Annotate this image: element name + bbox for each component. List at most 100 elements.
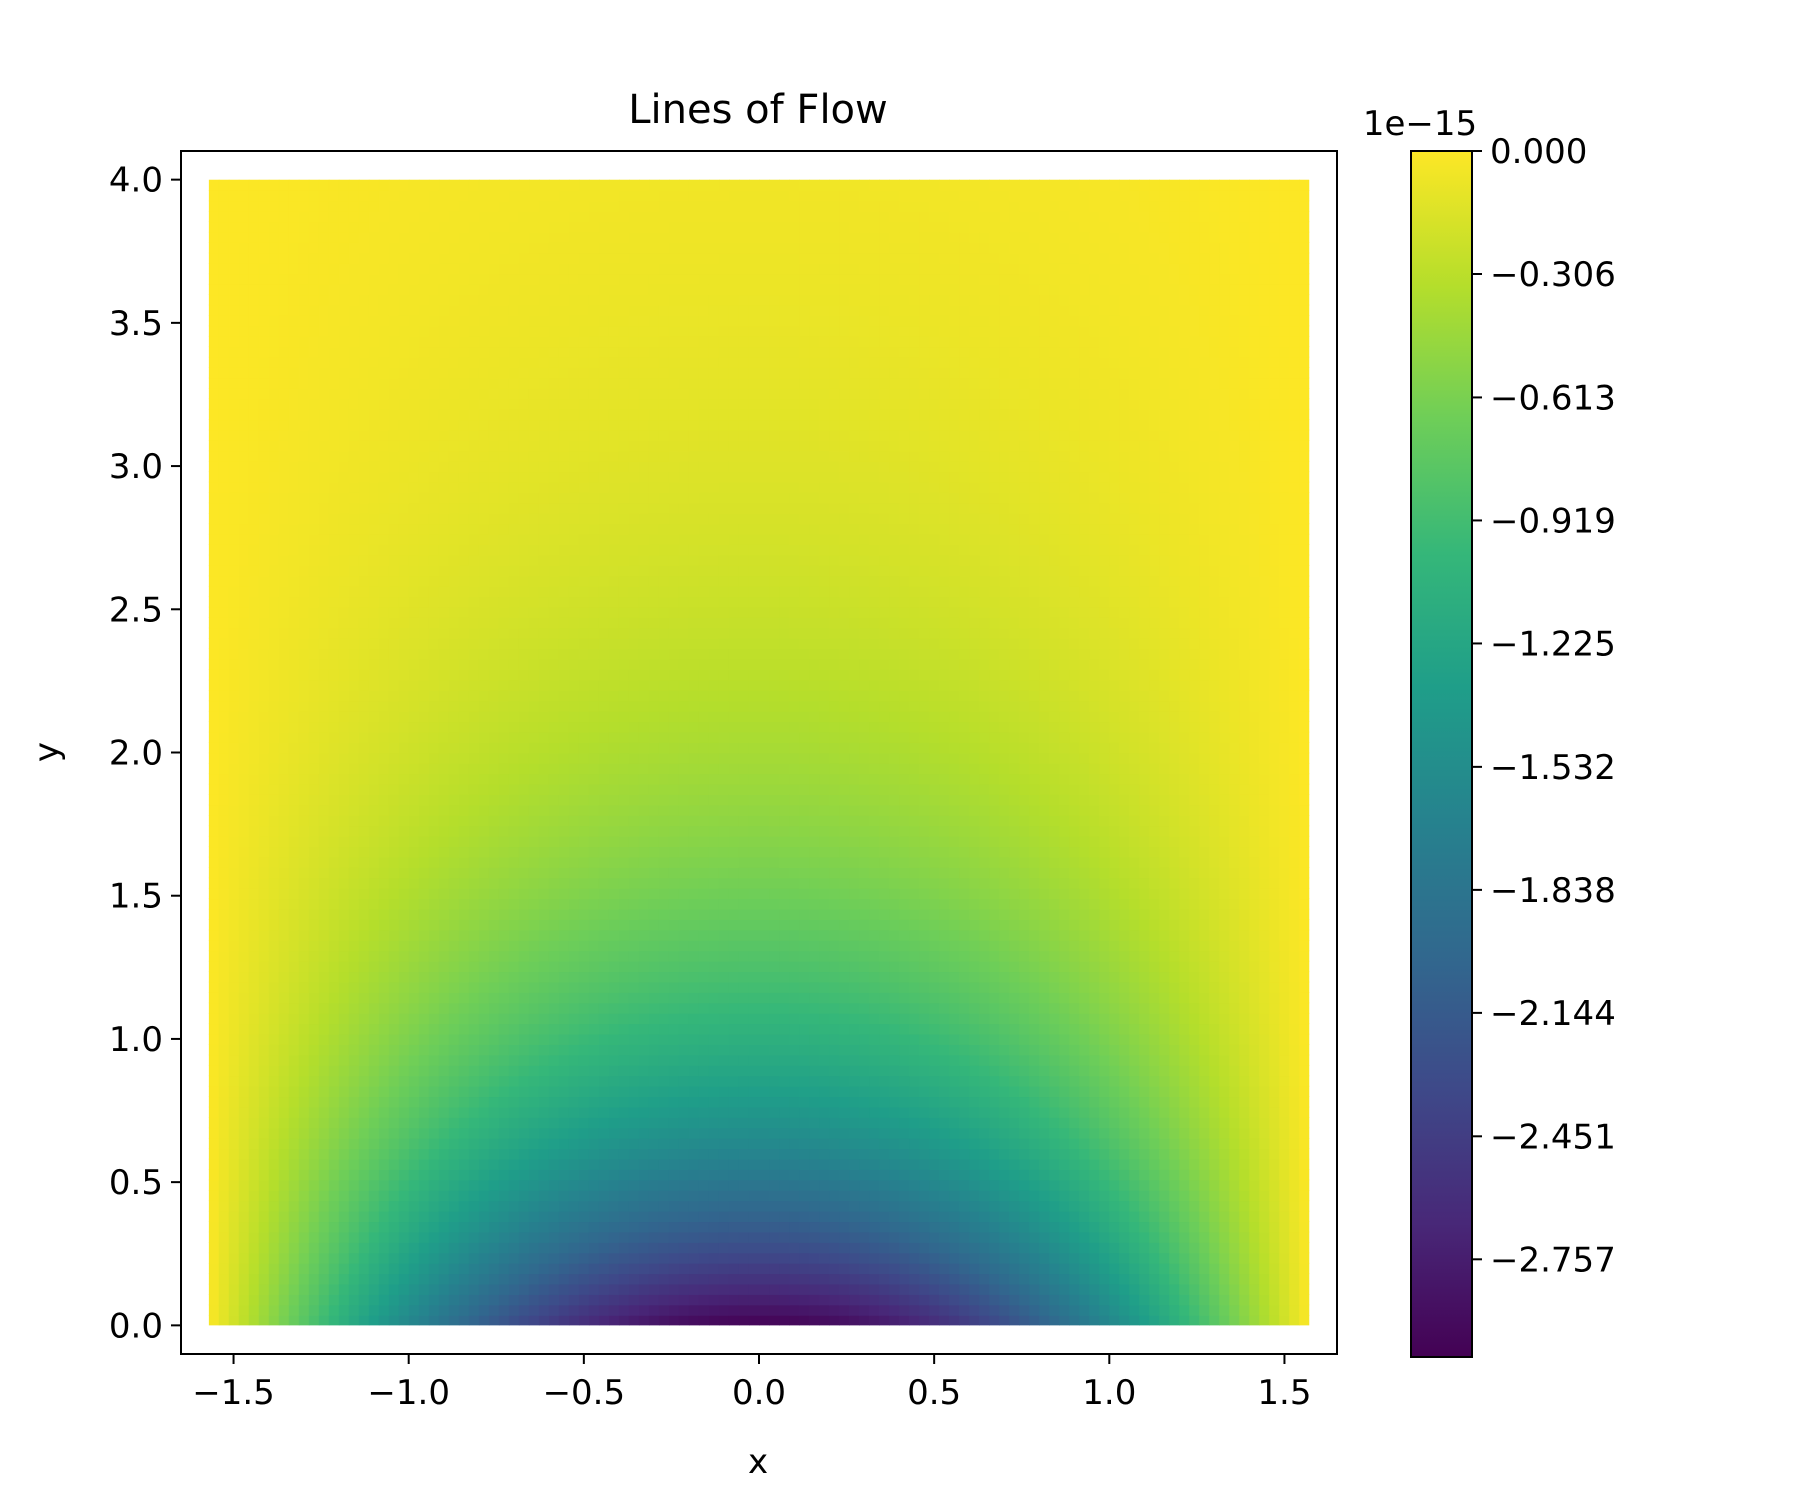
heatmap-cell (708, 1200, 720, 1212)
heatmap-cell (859, 1200, 870, 1212)
heatmap-cell (688, 1200, 700, 1212)
heatmap-cell (1149, 1169, 1160, 1181)
heatmap-cell (1029, 1117, 1040, 1129)
heatmap-cell (668, 1064, 680, 1077)
heatmap-cell (1119, 960, 1130, 973)
heatmap-cell (859, 992, 870, 1004)
heatmap-cell (398, 1262, 410, 1275)
heatmap-cell (1229, 1148, 1241, 1160)
heatmap-cell (218, 939, 230, 952)
heatmap-cell (478, 1242, 490, 1254)
heatmap-cell (1249, 1200, 1261, 1212)
heatmap-cell (598, 1221, 610, 1233)
heatmap-cell (448, 929, 460, 941)
heatmap-cell (1019, 1054, 1030, 1066)
heatmap-cell (1259, 1012, 1271, 1025)
heatmap-cell (1089, 981, 1100, 993)
heatmap-cell (1089, 1075, 1100, 1087)
heatmap-cell (688, 1314, 700, 1326)
heatmap-cell (919, 1054, 930, 1066)
heatmap-cell (498, 898, 510, 910)
heatmap-cell (929, 1242, 940, 1254)
heatmap-cell (618, 1314, 630, 1326)
heatmap-cell (909, 908, 920, 920)
heatmap-cell (979, 1314, 990, 1326)
heatmap-cell (268, 1252, 280, 1264)
heatmap-cell (688, 929, 700, 941)
heatmap-cell (418, 1200, 430, 1212)
heatmap-cell (889, 1064, 900, 1077)
heatmap-cell (338, 1294, 350, 1306)
heatmap-cell (348, 1002, 360, 1014)
heatmap-cell (989, 1304, 1000, 1316)
heatmap-cell (1149, 929, 1160, 941)
heatmap-cell (248, 867, 260, 879)
heatmap-cell (458, 1283, 470, 1295)
heatmap-cell (358, 1314, 370, 1326)
heatmap-cell (228, 971, 240, 983)
heatmap-cell (1029, 1231, 1040, 1243)
heatmap-cell (518, 1283, 530, 1295)
heatmap-cell (789, 1127, 800, 1139)
heatmap-cell (338, 1075, 350, 1087)
heatmap-cell (328, 1179, 340, 1191)
heatmap-cell (648, 929, 660, 941)
heatmap-cell (1049, 1273, 1060, 1285)
heatmap-cell (1229, 1033, 1241, 1045)
heatmap-cell (718, 1242, 730, 1254)
heatmap-cell (1199, 1002, 1211, 1014)
heatmap-cell (1139, 1189, 1150, 1202)
heatmap-cell (388, 1210, 400, 1223)
heatmap-cell (899, 1179, 910, 1191)
heatmap-cell (1079, 1273, 1090, 1285)
heatmap-cell (1189, 1314, 1201, 1326)
heatmap-cell (1159, 1179, 1170, 1191)
heatmap-cell (799, 1148, 810, 1160)
heatmap-cell (959, 1117, 970, 1129)
heatmap-cell (1019, 1012, 1030, 1025)
heatmap-cell (799, 1210, 810, 1223)
heatmap-cell (1209, 1106, 1221, 1118)
heatmap-cell (638, 981, 650, 993)
heatmap-cell (538, 877, 550, 889)
heatmap-cell (979, 908, 990, 920)
heatmap-cell (969, 1189, 980, 1202)
heatmap-cell (458, 919, 470, 931)
heatmap-cell (448, 1179, 460, 1191)
heatmap-cell (789, 908, 800, 920)
heatmap-cell (708, 1283, 720, 1295)
heatmap-cell (498, 1169, 510, 1181)
heatmap-cell (568, 856, 580, 868)
heatmap-cell (959, 1106, 970, 1118)
heatmap-cell (1189, 1169, 1201, 1181)
heatmap-cell (1209, 1231, 1221, 1243)
heatmap-cell (498, 919, 510, 931)
heatmap-cell (1189, 960, 1201, 973)
heatmap-cell (879, 908, 890, 920)
heatmap-cell (879, 1075, 890, 1087)
heatmap-cell (779, 1304, 790, 1316)
heatmap-cell (859, 898, 870, 910)
heatmap-cell (268, 908, 280, 920)
heatmap-cell (628, 1179, 640, 1191)
heatmap-cell (849, 1064, 860, 1077)
heatmap-cell (358, 919, 370, 931)
heatmap-cell (278, 1158, 290, 1170)
heatmap-cell (829, 877, 840, 889)
heatmap-cell (1139, 1169, 1150, 1181)
heatmap-cell (1029, 1127, 1040, 1139)
heatmap-cell (488, 1210, 500, 1223)
heatmap-cell (1149, 856, 1160, 868)
heatmap-cell (1179, 992, 1191, 1004)
heatmap-cell (308, 1314, 320, 1326)
heatmap-cell (1169, 1127, 1180, 1139)
heatmap-cell (638, 846, 650, 858)
heatmap-cell (518, 950, 530, 962)
heatmap-cell (939, 1262, 950, 1275)
heatmap-cell (678, 1106, 690, 1118)
heatmap-cell (1029, 1002, 1040, 1014)
heatmap-cell (458, 1158, 470, 1170)
heatmap-cell (789, 898, 800, 910)
heatmap-cell (1269, 1221, 1281, 1233)
heatmap-cell (1219, 867, 1231, 879)
